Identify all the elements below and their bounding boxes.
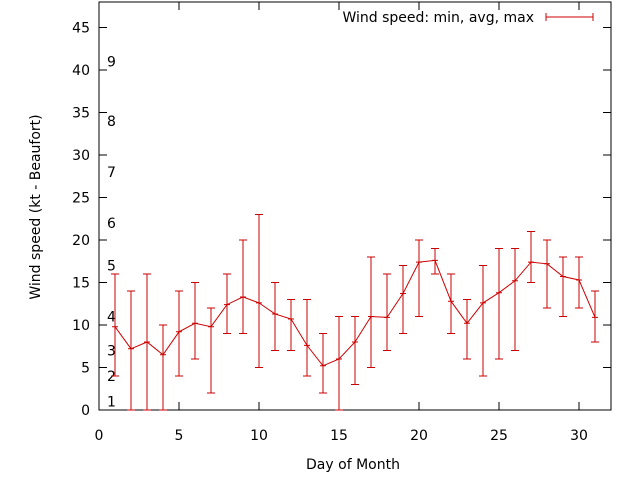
data-point bbox=[224, 301, 230, 308]
data-point bbox=[576, 276, 582, 283]
data-point bbox=[448, 298, 454, 305]
data-point bbox=[320, 362, 326, 369]
data-point bbox=[592, 314, 598, 321]
beaufort-label: 6 bbox=[107, 216, 116, 232]
data-point bbox=[208, 323, 214, 330]
y-tick-label: 45 bbox=[72, 21, 90, 37]
data-point bbox=[496, 289, 502, 296]
x-tick-label: 5 bbox=[175, 428, 184, 444]
beaufort-label: 7 bbox=[107, 165, 116, 181]
x-tick-label: 25 bbox=[490, 428, 508, 444]
beaufort-label: 1 bbox=[107, 395, 116, 411]
x-tick-label: 0 bbox=[95, 428, 104, 444]
data-point bbox=[240, 293, 246, 300]
data-point bbox=[480, 299, 486, 306]
data-point bbox=[368, 313, 374, 320]
plot-border bbox=[98, 1, 612, 411]
data-point bbox=[560, 273, 566, 280]
beaufort-label: 3 bbox=[107, 344, 116, 360]
y-tick-label: 10 bbox=[72, 318, 90, 334]
x-tick-label: 20 bbox=[410, 428, 428, 444]
data-point bbox=[384, 314, 390, 321]
y-tick-label: 5 bbox=[81, 361, 90, 377]
legend: Wind speed: min, avg, max bbox=[342, 10, 594, 26]
y-tick-label: 40 bbox=[72, 63, 90, 79]
data-point bbox=[352, 339, 358, 345]
data-point bbox=[464, 320, 470, 327]
data-point bbox=[416, 259, 422, 266]
data-point bbox=[128, 345, 134, 352]
x-axis-label: Day of Month bbox=[306, 457, 400, 473]
data-point bbox=[400, 290, 406, 297]
data-point bbox=[160, 351, 166, 358]
plot-frame bbox=[98, 1, 612, 411]
beaufort-label: 2 bbox=[107, 369, 116, 385]
y-tick-label: 20 bbox=[72, 233, 90, 249]
y-axis-label: Wind speed (kt - Beaufort) bbox=[28, 114, 44, 299]
data-point bbox=[176, 328, 182, 335]
beaufort-label: 5 bbox=[107, 259, 116, 275]
x-tick-label: 30 bbox=[570, 428, 588, 444]
beaufort-label: 9 bbox=[107, 55, 116, 71]
data-point bbox=[304, 342, 310, 349]
x-tick-label: 15 bbox=[330, 428, 348, 444]
y-tick-label: 30 bbox=[72, 148, 90, 164]
x-tick-label: 10 bbox=[250, 428, 268, 444]
series-layer bbox=[111, 214, 599, 411]
data-point bbox=[544, 260, 550, 267]
y-tick-label: 15 bbox=[72, 276, 90, 292]
data-point bbox=[144, 339, 150, 345]
y-tick-label: 25 bbox=[72, 191, 90, 207]
data-point bbox=[432, 257, 438, 264]
beaufort-scale-labels: 1 2 3 4 5 6 7 8 9 bbox=[107, 55, 116, 411]
beaufort-label: 8 bbox=[107, 114, 116, 130]
data-point bbox=[528, 259, 534, 266]
y-tick-label: 0 bbox=[81, 403, 90, 419]
data-point bbox=[272, 310, 278, 317]
data-point bbox=[256, 299, 262, 306]
legend-label: Wind speed: min, avg, max bbox=[342, 10, 534, 26]
beaufort-label: 4 bbox=[107, 310, 116, 326]
data-point bbox=[112, 323, 118, 330]
data-point bbox=[288, 316, 294, 323]
data-point bbox=[192, 320, 198, 327]
x-axis-ticks: 0 5 10 15 20 25 30 bbox=[95, 2, 588, 444]
data-point bbox=[512, 277, 518, 284]
data-point bbox=[336, 356, 342, 362]
y-tick-label: 35 bbox=[72, 106, 90, 122]
